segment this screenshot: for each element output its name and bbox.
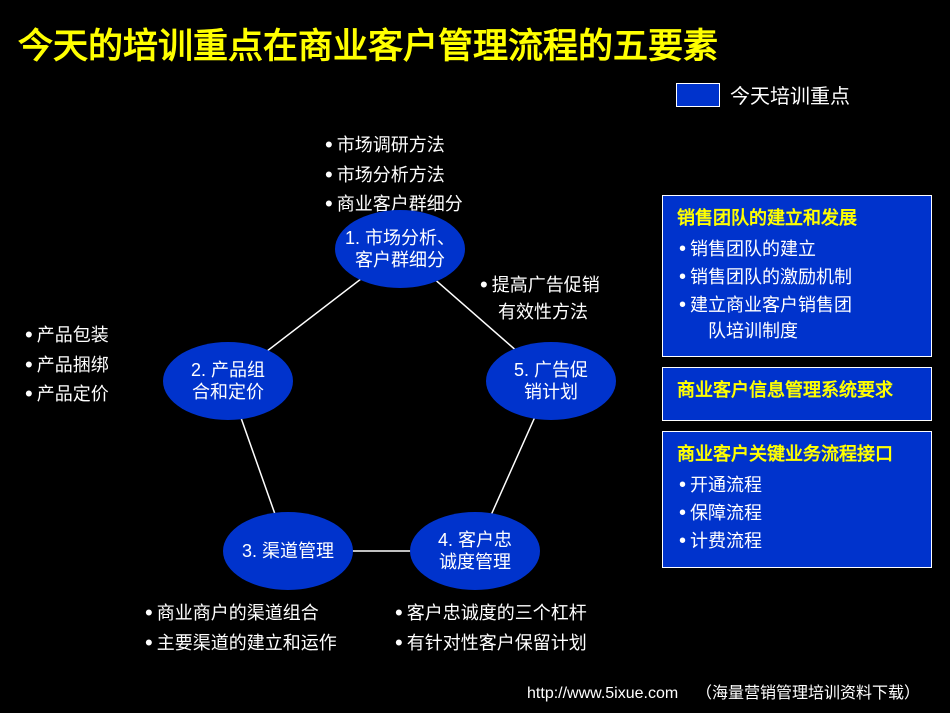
footer-url: http://www.5ixue.com [527, 685, 678, 702]
node-n5: 5. 广告促销计划 [486, 342, 616, 420]
footer-note: （海量营销管理培训资料下载） [696, 685, 920, 702]
pentagon-diagram: 1. 市场分析、客户群细分 2. 产品组合和定价 3. 渠道管理 4. 客户忠诚度管理… [20, 120, 640, 620]
node-n2: 2. 产品组合和定价 [163, 342, 293, 420]
node-n4: 4. 客户忠诚度管理 [410, 512, 540, 590]
side-box-container: 销售团队的建立和发展销售团队的建立销售团队的激励机制建立商业客户销售团 队培训制… [662, 195, 932, 568]
footer: http://www.5ixue.com （海量营销管理培训资料下载） [527, 679, 920, 703]
side-box-title: 商业客户关键业务流程接口 [677, 442, 919, 467]
legend-swatch [676, 83, 720, 107]
side-box-item: 销售团队的建立 [677, 235, 919, 263]
side-box-item: 销售团队的激励机制 [677, 263, 919, 291]
node-n1: 1. 市场分析、客户群细分 [335, 210, 465, 288]
side-box-2: 商业客户关键业务流程接口开通流程保障流程计费流程 [662, 431, 932, 568]
side-box-title: 商业客户信息管理系统要求 [677, 378, 919, 403]
side-box-item: 计费流程 [677, 527, 919, 555]
node-n3: 3. 渠道管理 [223, 512, 353, 590]
page-title: 今天的培训重点在商业客户管理流程的五要素 [0, 0, 950, 69]
side-box-item: 建立商业客户销售团 队培训制度 [677, 291, 919, 344]
legend: 今天培训重点 [676, 80, 850, 109]
side-box-item: 开通流程 [677, 471, 919, 499]
legend-label: 今天培训重点 [730, 80, 850, 109]
side-box-item: 保障流程 [677, 499, 919, 527]
side-box-1: 商业客户信息管理系统要求 [662, 367, 932, 420]
side-box-0: 销售团队的建立和发展销售团队的建立销售团队的激励机制建立商业客户销售团 队培训制… [662, 195, 932, 357]
side-box-title: 销售团队的建立和发展 [677, 206, 919, 231]
